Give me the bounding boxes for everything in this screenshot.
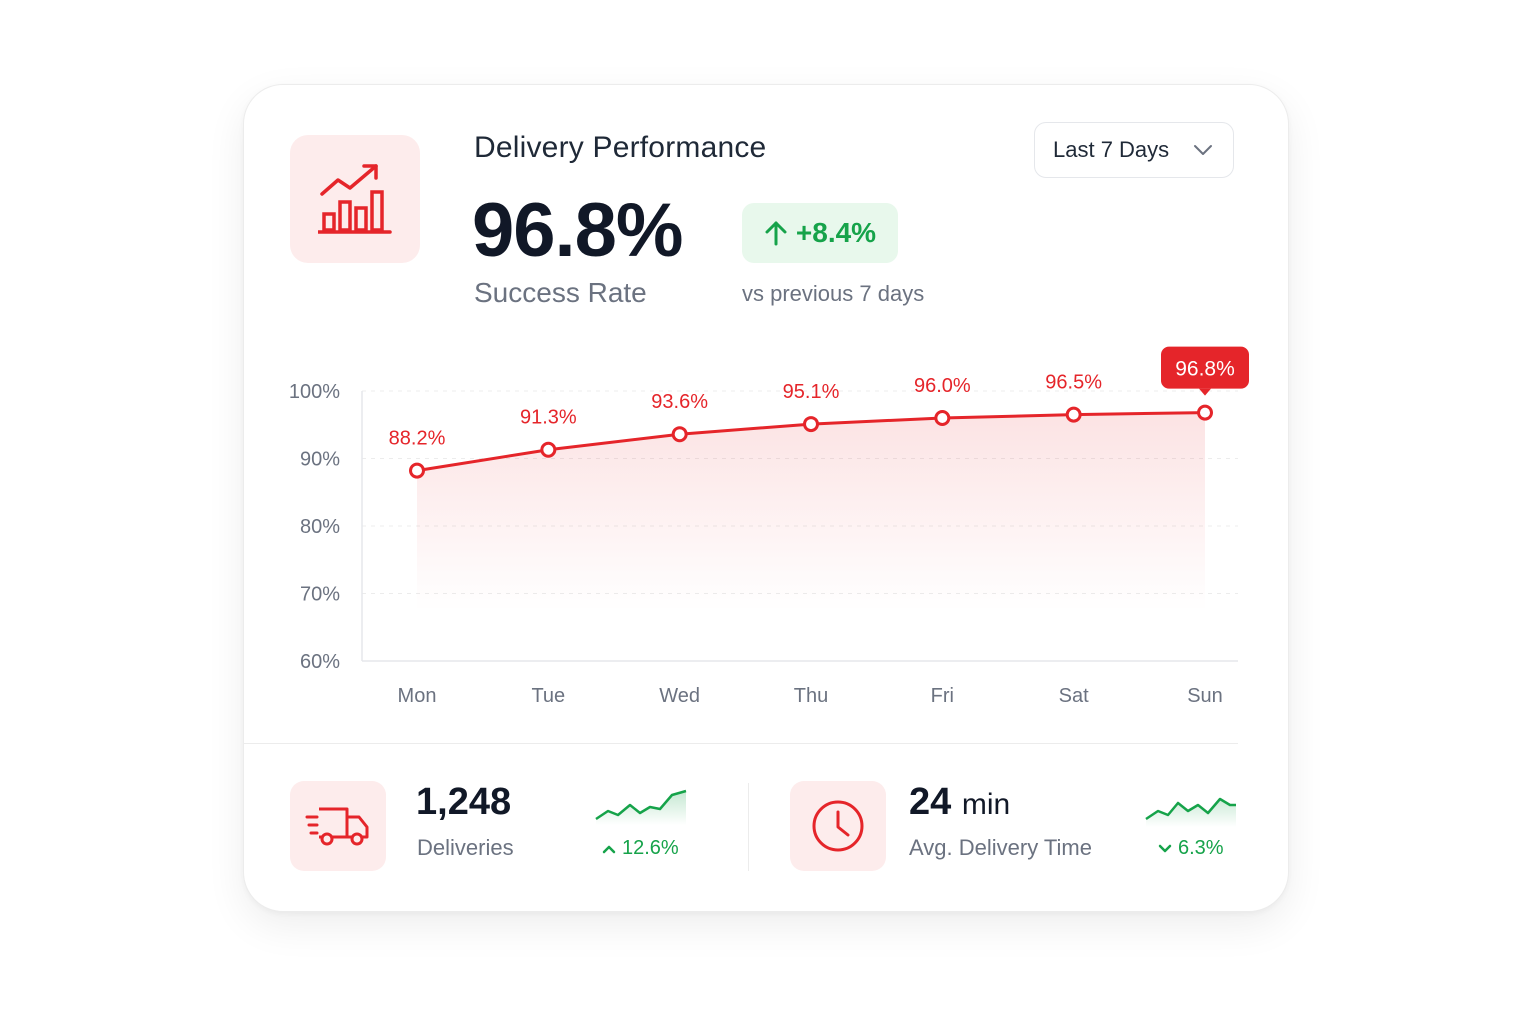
deliveries-label: Deliveries: [417, 835, 514, 860]
date-range-value: Last 7 Days: [1053, 137, 1170, 162]
y-tick-label: 70%: [300, 584, 340, 606]
data-label: 96.5%: [1045, 372, 1102, 394]
deliveries-change-value: 12.6%: [622, 837, 679, 859]
avg-time-change-value: 6.3%: [1178, 837, 1224, 859]
value-tooltip: [1161, 346, 1249, 389]
date-range-select[interactable]: Last 7 Days: [1034, 122, 1234, 178]
deliveries-value: 1,248: [416, 781, 512, 823]
chevron-down-icon: [1194, 145, 1213, 155]
avg-time-sparkline: [1145, 797, 1236, 827]
change-caption: vs previous 7 days: [742, 281, 925, 306]
data-label: 91.3%: [520, 407, 577, 429]
stats-divider: [748, 783, 749, 871]
success-rate-line-chart: 100% 90% 80% 70% 60% 88.2% Mon 91.3% Tue 93.6% Wed…: [289, 346, 1249, 707]
deliveries-icon-tile: [290, 781, 386, 871]
data-point: [540, 441, 557, 458]
data-point: [1197, 404, 1213, 421]
change-badge: +8.4%: [742, 203, 898, 263]
arrow-up-icon: [765, 221, 787, 246]
y-tick-label: 80%: [300, 516, 340, 538]
data-point: [671, 426, 688, 443]
section-divider: [244, 743, 1238, 744]
header-icon-tile: [290, 135, 420, 263]
chevron-up-icon: [602, 845, 616, 853]
x-tick-label: Fri: [931, 685, 954, 707]
chevron-down-icon: [1158, 844, 1172, 852]
avg-time-change: 6.3%: [1158, 837, 1224, 860]
delivery-truck-icon: [305, 807, 369, 846]
tooltip-pointer: [1199, 388, 1211, 396]
x-tick-label: Wed: [659, 685, 700, 707]
y-tick-label: 100%: [289, 381, 340, 403]
success-rate-value: 96.8%: [472, 188, 683, 273]
data-point: [409, 462, 425, 479]
x-tick-label: Mon: [398, 685, 437, 707]
x-tick-label: Sun: [1187, 685, 1223, 707]
avg-time-label: Avg. Delivery Time: [909, 835, 1092, 860]
series-area: [417, 412, 1205, 611]
data-point: [803, 416, 819, 433]
deliveries-change: 12.6%: [602, 837, 679, 860]
data-label: 93.6%: [651, 391, 708, 413]
y-tick-label: 60%: [300, 651, 340, 673]
y-tick-label: 90%: [300, 449, 340, 471]
data-label: 95.1%: [783, 381, 840, 403]
avg-time-number: 24: [909, 781, 952, 823]
x-tick-label: Sat: [1059, 685, 1089, 707]
avg-time-unit: min: [961, 788, 1011, 821]
avg-time-value: 24 min: [909, 781, 1010, 824]
delivery-performance-card: Delivery Performance 96.8% Success Rate …: [243, 84, 1289, 912]
x-tick-label: Tue: [531, 685, 565, 707]
clock-icon: [812, 800, 864, 852]
data-point: [934, 410, 951, 426]
data-label: 88.2%: [389, 428, 446, 450]
time-icon-tile: [790, 781, 886, 871]
change-value: +8.4%: [795, 217, 877, 248]
data-point: [1065, 406, 1082, 423]
data-label: 96.8%: [1175, 358, 1235, 381]
card-title: Delivery Performance: [474, 131, 767, 164]
success-rate-label: Success Rate: [474, 277, 647, 308]
data-label: 96.0%: [914, 375, 971, 397]
x-tick-label: Thu: [794, 685, 828, 707]
bar-chart-trend-icon: [318, 164, 392, 234]
deliveries-sparkline: [595, 789, 687, 825]
